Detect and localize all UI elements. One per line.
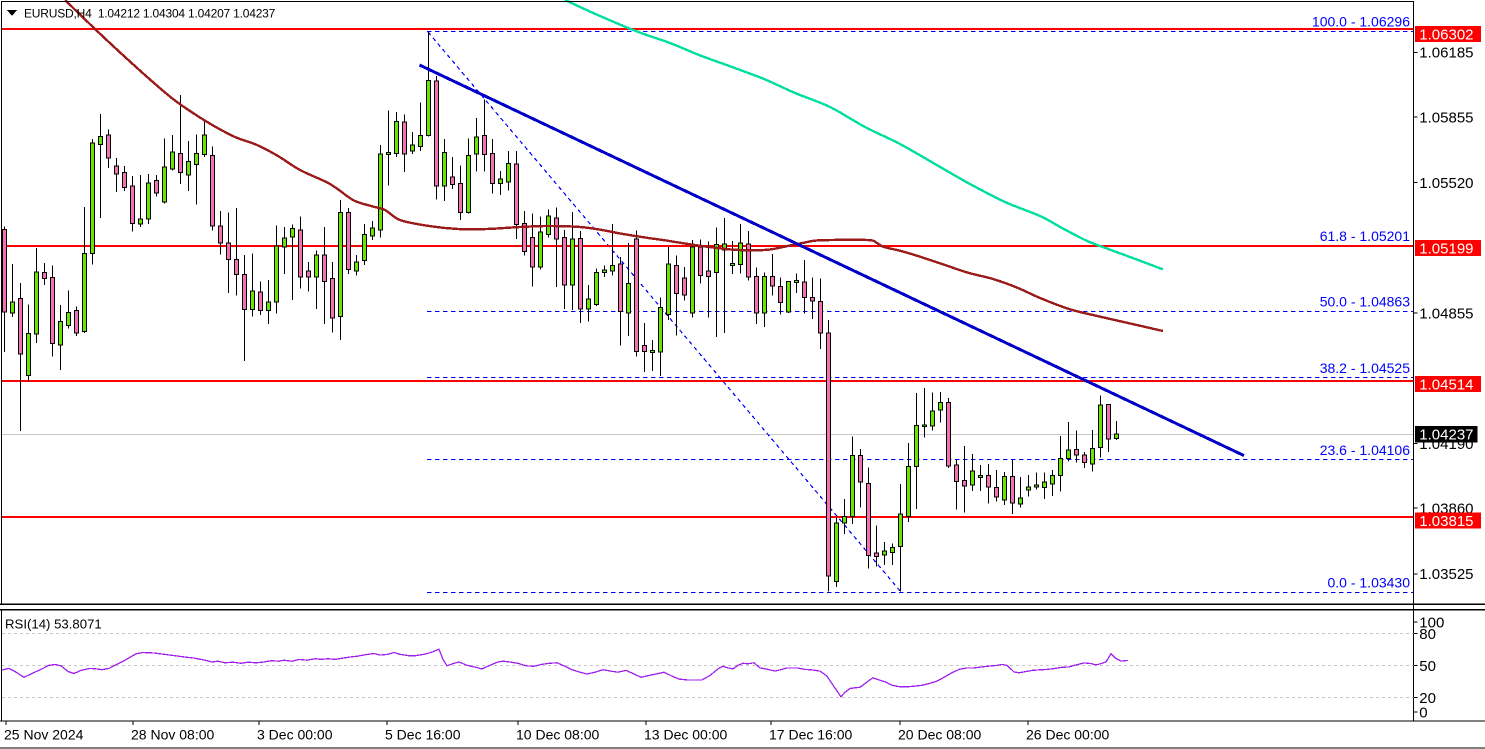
svg-text:13 Dec 00:00: 13 Dec 00:00 xyxy=(644,727,727,743)
svg-text:1.06302: 1.06302 xyxy=(1419,26,1473,43)
svg-text:3 Dec 00:00: 3 Dec 00:00 xyxy=(257,727,333,743)
svg-text:17 Dec 16:00: 17 Dec 16:00 xyxy=(769,727,852,743)
svg-text:61.8 - 1.05201: 61.8 - 1.05201 xyxy=(1320,228,1411,244)
svg-text:5 Dec 16:00: 5 Dec 16:00 xyxy=(385,727,461,743)
svg-text:80: 80 xyxy=(1419,626,1436,643)
svg-text:1.03815: 1.03815 xyxy=(1419,513,1473,530)
svg-text:RSI(14) 53.8071: RSI(14) 53.8071 xyxy=(5,617,102,632)
svg-text:1.05520: 1.05520 xyxy=(1419,175,1473,192)
svg-text:1.05855: 1.05855 xyxy=(1419,109,1473,126)
svg-text:20 Dec 08:00: 20 Dec 08:00 xyxy=(898,727,981,743)
svg-text:38.2 - 1.04525: 38.2 - 1.04525 xyxy=(1320,360,1411,376)
svg-text:100: 100 xyxy=(1419,614,1444,631)
svg-text:26 Dec 00:00: 26 Dec 00:00 xyxy=(1026,727,1109,743)
svg-text:100.0 - 1.06296: 100.0 - 1.06296 xyxy=(1312,14,1410,30)
svg-text:EURUSD,H4 1.04212 1.04304 1.0: EURUSD,H4 1.04212 1.04304 1.04207 1.0423… xyxy=(24,6,276,20)
svg-text:1.03525: 1.03525 xyxy=(1419,566,1473,583)
svg-text:0: 0 xyxy=(1419,704,1427,721)
svg-text:1.04237: 1.04237 xyxy=(1419,427,1473,444)
svg-text:23.6 - 1.04106: 23.6 - 1.04106 xyxy=(1320,442,1411,458)
svg-text:1.04514: 1.04514 xyxy=(1419,376,1473,393)
svg-text:50: 50 xyxy=(1419,658,1436,675)
svg-text:10 Dec 08:00: 10 Dec 08:00 xyxy=(516,727,599,743)
svg-text:1.04855: 1.04855 xyxy=(1419,305,1473,322)
svg-text:20: 20 xyxy=(1419,690,1436,707)
svg-text:28 Nov 08:00: 28 Nov 08:00 xyxy=(131,727,214,743)
svg-text:1.05199: 1.05199 xyxy=(1419,240,1473,257)
svg-text:0.0 - 1.03430: 0.0 - 1.03430 xyxy=(1327,574,1410,590)
svg-text:1.06185: 1.06185 xyxy=(1419,45,1473,62)
svg-text:50.0 - 1.04863: 50.0 - 1.04863 xyxy=(1320,294,1411,310)
svg-text:25 Nov 2024: 25 Nov 2024 xyxy=(4,727,84,743)
